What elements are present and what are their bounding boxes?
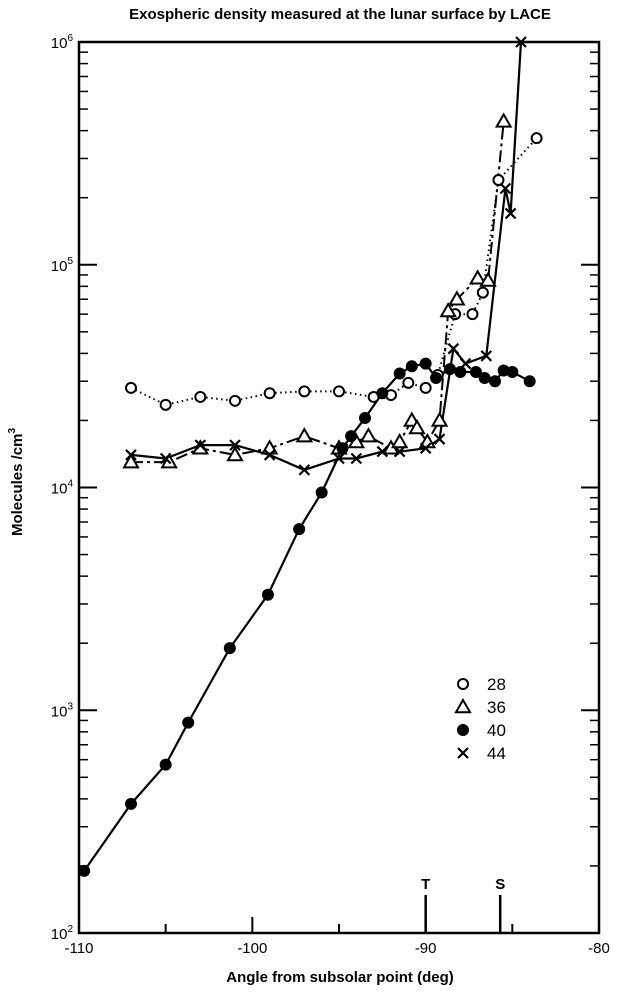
y-tick-label-exp: 5 [67, 256, 73, 267]
data-point [265, 388, 275, 398]
data-point [294, 524, 305, 535]
legend-label-28: 28 [487, 675, 506, 694]
data-point [479, 373, 490, 384]
y-tick-label: 103 [51, 701, 74, 720]
data-point [316, 487, 327, 498]
y-tick-label-exp: 6 [67, 33, 73, 44]
data-point [406, 361, 417, 372]
y-axis-label-sup: 3 [7, 428, 18, 434]
y-tick-label-exp: 4 [67, 479, 73, 490]
series-44-points [126, 37, 526, 475]
x-axis-label: Angle from subsolar point (deg) [226, 969, 454, 986]
legend-label-44: 44 [487, 744, 506, 763]
data-point [262, 589, 273, 600]
legend: 28 36 40 44 [456, 675, 506, 763]
y-tick-label-base: 10 [51, 703, 68, 720]
data-point [161, 400, 171, 410]
data-point [532, 133, 542, 143]
legend-label-40: 40 [487, 721, 506, 740]
data-point [420, 358, 431, 369]
legend-marker-28 [458, 679, 468, 689]
series-36-points [124, 114, 511, 467]
data-point [360, 413, 371, 424]
y-tick-label-exp: 2 [67, 924, 73, 935]
legend-marker-36 [456, 700, 470, 712]
data-point [299, 386, 309, 396]
y-tick-label-base: 10 [51, 926, 68, 943]
data-point [444, 364, 455, 375]
x-tick-label: -80 [588, 940, 610, 957]
series-layer [79, 37, 542, 876]
data-point [393, 435, 407, 447]
data-point [467, 309, 477, 319]
data-point [230, 396, 240, 406]
series-36-line [131, 121, 504, 462]
marker-label-s: S [495, 876, 505, 893]
y-tick-label-base: 10 [51, 258, 68, 275]
data-point [297, 429, 311, 441]
data-point [461, 359, 471, 369]
data-point [79, 865, 90, 876]
data-point [361, 429, 375, 441]
legend-marker-44 [458, 748, 468, 758]
data-point [126, 798, 137, 809]
y-axis-label: Molecules /cm3 [7, 428, 26, 537]
data-point [403, 378, 413, 388]
y-tick-label: 104 [51, 479, 74, 498]
data-point [195, 392, 205, 402]
data-point [346, 431, 357, 442]
data-point [183, 717, 194, 728]
y-tick-label-base: 10 [51, 481, 68, 498]
data-point [497, 114, 511, 126]
x-tick-label: -90 [415, 940, 437, 957]
data-point [507, 367, 518, 378]
data-point [524, 376, 535, 387]
data-point [431, 373, 442, 384]
data-point [334, 386, 344, 396]
plot-area [79, 42, 599, 933]
data-point [337, 443, 348, 454]
series-28-line [131, 138, 537, 405]
legend-label-36: 36 [487, 698, 506, 717]
data-point [126, 383, 136, 393]
series-28 [131, 138, 537, 405]
data-point [433, 413, 447, 425]
data-point [478, 288, 488, 298]
data-point [160, 759, 171, 770]
series-44 [131, 42, 521, 470]
data-point [421, 383, 431, 393]
data-point [224, 643, 235, 654]
plot-frame [79, 42, 599, 933]
x-tick-label: -110 [65, 940, 94, 957]
legend-marker-40 [458, 725, 469, 736]
series-44-line [131, 42, 521, 470]
x-tick-label: -100 [237, 940, 267, 957]
chart-title: Exospheric density measured at the lunar… [129, 6, 551, 23]
y-tick-label: 105 [51, 256, 74, 275]
series-36 [131, 121, 504, 462]
marker-label-t: T [421, 876, 430, 893]
y-tick-label: 106 [51, 33, 74, 52]
y-tick-label-base: 10 [51, 35, 68, 52]
data-point [394, 368, 405, 379]
y-tick-label-exp: 3 [67, 701, 73, 712]
y-axis-label-text: Molecules /cm [9, 434, 26, 537]
data-point [490, 376, 501, 387]
data-point [377, 388, 388, 399]
